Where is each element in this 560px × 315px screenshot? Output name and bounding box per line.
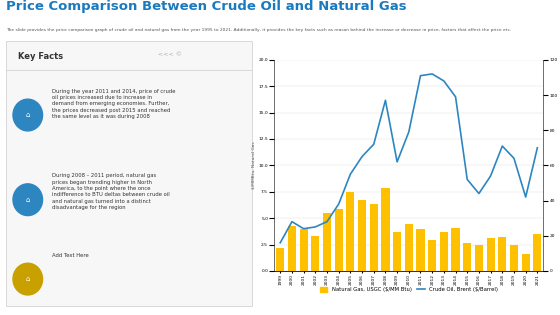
Bar: [381, 187, 390, 271]
Text: During 2008 – 2011 period, natural gas
prices began trending higher in North
Ame: During 2008 – 2011 period, natural gas p…: [53, 173, 170, 210]
Bar: [440, 232, 448, 271]
Text: Add Text Here: Add Text Here: [53, 253, 89, 258]
Bar: [288, 226, 296, 271]
Legend: Natural Gas, USGC ($/MM Btu), Crude Oil, Brent ($/Barrel): Natural Gas, USGC ($/MM Btu), Crude Oil,…: [318, 285, 500, 295]
Bar: [487, 238, 494, 271]
Bar: [346, 192, 354, 271]
Bar: [451, 228, 460, 271]
Circle shape: [13, 99, 43, 131]
Text: ⌂: ⌂: [26, 276, 30, 282]
Bar: [428, 240, 436, 271]
Bar: [510, 244, 518, 271]
Bar: [276, 248, 284, 271]
Bar: [334, 209, 343, 271]
Bar: [405, 225, 413, 271]
Bar: [475, 244, 483, 271]
Bar: [323, 213, 331, 271]
Text: The slide provides the price comparison graph of crude oil and natural gas from : The slide provides the price comparison …: [6, 28, 511, 32]
Circle shape: [13, 263, 43, 295]
Bar: [463, 243, 472, 271]
Text: Global Crude Oil Vs. USGC Natural Gas: Global Crude Oil Vs. USGC Natural Gas: [322, 43, 496, 52]
Bar: [358, 200, 366, 271]
Bar: [311, 236, 319, 271]
Bar: [300, 229, 307, 271]
Circle shape: [13, 184, 43, 215]
Bar: [533, 234, 542, 271]
Bar: [393, 232, 401, 271]
Text: Key Facts: Key Facts: [18, 52, 63, 60]
Text: <<< ©: <<< ©: [158, 52, 183, 56]
Bar: [521, 254, 530, 271]
Text: ⌂: ⌂: [26, 197, 30, 203]
Bar: [498, 237, 506, 271]
Text: Price Comparison Between Crude Oil and Natural Gas: Price Comparison Between Crude Oil and N…: [6, 0, 406, 13]
Bar: [370, 204, 378, 271]
Bar: [417, 229, 424, 271]
Text: ⌂: ⌂: [26, 112, 30, 118]
Y-axis label: $/MMBtu, Natural Gas: $/MMBtu, Natural Gas: [251, 141, 255, 189]
Text: During the year 2011 and 2014, price of crude
oil prices increased due to increa: During the year 2011 and 2014, price of …: [53, 89, 176, 119]
